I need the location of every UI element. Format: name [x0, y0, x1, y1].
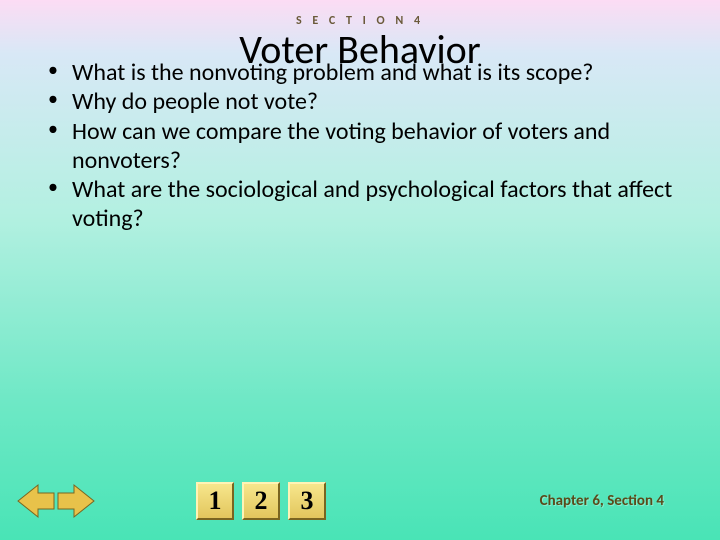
prev-arrow-button[interactable]: [16, 483, 56, 519]
arrow-right-icon: [56, 483, 96, 519]
nav-button-2[interactable]: 2: [242, 482, 280, 520]
list-item: How can we compare the voting behavior o…: [54, 117, 680, 176]
arrow-left-icon: [16, 483, 56, 519]
nav-button-1[interactable]: 1: [196, 482, 234, 520]
list-item: What are the sociological and psychologi…: [54, 175, 680, 234]
list-item: What is the nonvoting problem and what i…: [54, 58, 680, 87]
nav-row: 1 2 3 Chapter 6, Section 4: [16, 482, 704, 520]
section-label: S E C T I O N 4: [0, 0, 720, 28]
next-arrow-button[interactable]: [56, 483, 96, 519]
footer-label: Chapter 6, Section 4: [540, 492, 704, 510]
list-item: Why do people not vote?: [54, 87, 680, 116]
number-buttons: 1 2 3: [196, 482, 326, 520]
bullet-list: What is the nonvoting problem and what i…: [54, 58, 680, 234]
nav-button-3[interactable]: 3: [288, 482, 326, 520]
